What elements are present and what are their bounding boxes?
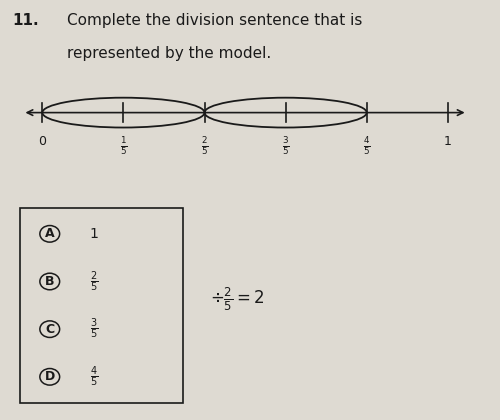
- Text: $\frac{4}{5}$: $\frac{4}{5}$: [90, 365, 98, 389]
- Text: $\frac{3}{5}$: $\frac{3}{5}$: [282, 135, 290, 158]
- Text: Complete the division sentence that is: Complete the division sentence that is: [67, 13, 362, 28]
- Text: C: C: [45, 323, 54, 336]
- Text: D: D: [44, 370, 55, 383]
- Text: $\frac{3}{5}$: $\frac{3}{5}$: [90, 317, 98, 341]
- Text: $1$: $1$: [90, 227, 99, 241]
- Text: 11.: 11.: [12, 13, 40, 28]
- Text: B: B: [45, 275, 54, 288]
- Text: $1$: $1$: [444, 135, 452, 148]
- Text: $\div\frac{2}{5}=2$: $\div\frac{2}{5}=2$: [210, 286, 266, 313]
- Text: $\frac{2}{5}$: $\frac{2}{5}$: [90, 269, 98, 294]
- Text: $\frac{2}{5}$: $\frac{2}{5}$: [200, 135, 208, 158]
- Text: $\frac{1}{5}$: $\frac{1}{5}$: [120, 135, 127, 158]
- Text: A: A: [45, 227, 54, 240]
- Text: $\frac{4}{5}$: $\frac{4}{5}$: [363, 135, 370, 158]
- Text: $0$: $0$: [38, 135, 47, 148]
- Text: represented by the model.: represented by the model.: [67, 46, 272, 61]
